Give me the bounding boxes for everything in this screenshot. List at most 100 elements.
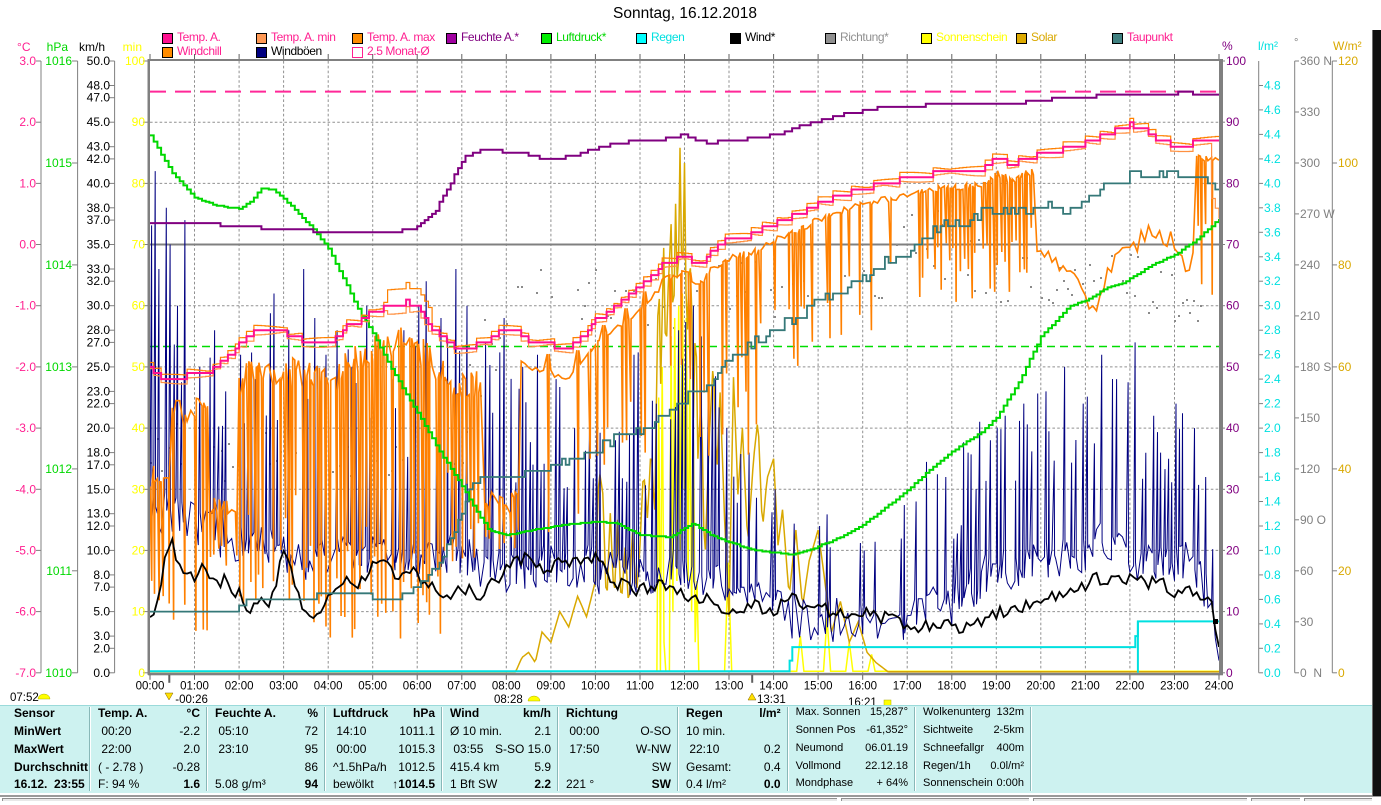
svg-text:30.0: 30.0	[87, 299, 111, 313]
svg-text:21:00: 21:00	[1071, 681, 1100, 693]
svg-text:02:00: 02:00	[225, 681, 254, 693]
svg-text:1013: 1013	[45, 360, 72, 374]
svg-text:03:00: 03:00	[269, 681, 298, 693]
svg-text:150: 150	[1300, 411, 1320, 425]
svg-text:2.2: 2.2	[1264, 397, 1281, 411]
svg-text:100: 100	[1226, 54, 1246, 68]
svg-text:30: 30	[1300, 615, 1314, 629]
svg-text:30: 30	[1226, 482, 1240, 496]
svg-text:0.6: 0.6	[1264, 592, 1281, 606]
svg-text:19:00: 19:00	[982, 681, 1011, 693]
svg-text:330: 330	[1300, 105, 1320, 119]
svg-text:-5.0: -5.0	[15, 543, 36, 557]
svg-text:18:00: 18:00	[937, 681, 966, 693]
svg-text:23:00: 23:00	[1160, 681, 1189, 693]
svg-text:3.0: 3.0	[1264, 299, 1281, 313]
svg-text:80: 80	[1226, 176, 1240, 190]
svg-text:48.0: 48.0	[87, 79, 111, 93]
svg-text:0.0: 0.0	[1264, 666, 1281, 680]
svg-text:40: 40	[132, 421, 146, 435]
svg-text:120: 120	[1300, 462, 1320, 476]
svg-text:11:00: 11:00	[626, 681, 654, 693]
svg-text:0.2: 0.2	[1264, 641, 1281, 655]
svg-text:0: 0	[1338, 666, 1345, 680]
svg-text:2.0: 2.0	[93, 641, 110, 655]
svg-text:70: 70	[1226, 238, 1240, 252]
svg-text:0.4: 0.4	[1264, 617, 1281, 631]
svg-text:3.8: 3.8	[1264, 201, 1281, 215]
svg-text:40: 40	[1338, 462, 1352, 476]
svg-text:45.0: 45.0	[87, 115, 111, 129]
svg-text:50.0: 50.0	[87, 54, 111, 68]
svg-text:20: 20	[1226, 543, 1240, 557]
svg-text:23.0: 23.0	[87, 384, 111, 398]
svg-text:60: 60	[1300, 564, 1314, 578]
svg-text:3.4: 3.4	[1264, 250, 1281, 264]
svg-text:1014: 1014	[45, 258, 72, 272]
svg-text:04:00: 04:00	[314, 681, 343, 693]
svg-text:20: 20	[132, 543, 146, 557]
svg-text:3.2: 3.2	[1264, 274, 1281, 288]
svg-text:60: 60	[132, 299, 146, 313]
svg-text:43.0: 43.0	[87, 140, 111, 154]
svg-text:270 W: 270 W	[1300, 207, 1335, 221]
svg-text:1011: 1011	[46, 564, 72, 578]
svg-text:20:00: 20:00	[1026, 681, 1055, 693]
svg-text:2.6: 2.6	[1264, 348, 1281, 362]
svg-text:50: 50	[132, 360, 146, 374]
svg-text:05:00: 05:00	[358, 681, 387, 693]
svg-text:20: 20	[1338, 564, 1352, 578]
svg-text:7.0: 7.0	[93, 580, 110, 594]
svg-text:°C: °C	[17, 40, 31, 54]
svg-text:min: min	[123, 40, 142, 54]
svg-text:2.8: 2.8	[1264, 323, 1281, 337]
svg-text:5.0: 5.0	[93, 605, 110, 619]
svg-text:0: 0	[1226, 666, 1233, 680]
svg-text:50: 50	[1226, 360, 1240, 374]
svg-text:13:31: 13:31	[757, 694, 786, 706]
svg-text:120: 120	[1338, 54, 1358, 68]
svg-text:13:00: 13:00	[715, 681, 744, 693]
svg-text:10:00: 10:00	[581, 681, 610, 693]
svg-text:08:28: 08:28	[494, 694, 523, 706]
svg-text:1.6: 1.6	[1264, 470, 1281, 484]
svg-text:42.0: 42.0	[87, 152, 111, 166]
svg-text:17:00: 17:00	[893, 681, 922, 693]
svg-text:-00:26: -00:26	[175, 694, 208, 706]
svg-text:3.6: 3.6	[1264, 225, 1281, 239]
svg-text:1015: 1015	[45, 156, 72, 170]
svg-text:-3.0: -3.0	[15, 421, 36, 435]
svg-text:-7.0: -7.0	[15, 666, 36, 680]
svg-text:35.0: 35.0	[87, 238, 111, 252]
svg-text:4.6: 4.6	[1264, 103, 1281, 117]
svg-text:16:00: 16:00	[848, 681, 877, 693]
svg-text:07:00: 07:00	[447, 681, 476, 693]
svg-text:80: 80	[132, 176, 146, 190]
svg-text:360 N: 360 N	[1300, 54, 1332, 68]
svg-text:28.0: 28.0	[87, 323, 111, 337]
svg-text:01:00: 01:00	[180, 681, 209, 693]
svg-text:24:00: 24:00	[1205, 681, 1234, 693]
svg-text:1.8: 1.8	[1264, 446, 1281, 460]
svg-text:210: 210	[1300, 309, 1320, 323]
svg-text:l/m²: l/m²	[1258, 39, 1278, 53]
svg-text:37.0: 37.0	[87, 213, 111, 227]
svg-text:2.0: 2.0	[1264, 421, 1281, 435]
svg-text:-6.0: -6.0	[15, 605, 36, 619]
svg-text:60: 60	[1338, 360, 1352, 374]
svg-text:300: 300	[1300, 156, 1320, 170]
svg-text:km/h: km/h	[79, 40, 105, 54]
svg-text:90 O: 90 O	[1300, 513, 1326, 527]
svg-text:240: 240	[1300, 258, 1320, 272]
svg-text:W/m²: W/m²	[1333, 39, 1362, 53]
svg-text:0.0: 0.0	[19, 238, 36, 252]
svg-text:10: 10	[132, 605, 146, 619]
svg-text:%: %	[1222, 39, 1233, 53]
svg-text:09:00: 09:00	[537, 681, 566, 693]
svg-text:14:00: 14:00	[759, 681, 788, 693]
svg-text:100: 100	[125, 54, 145, 68]
svg-text:25.0: 25.0	[87, 360, 111, 374]
svg-text:1.2: 1.2	[1264, 519, 1281, 533]
svg-text:2.4: 2.4	[1264, 372, 1281, 386]
svg-text:-4.0: -4.0	[15, 482, 36, 496]
